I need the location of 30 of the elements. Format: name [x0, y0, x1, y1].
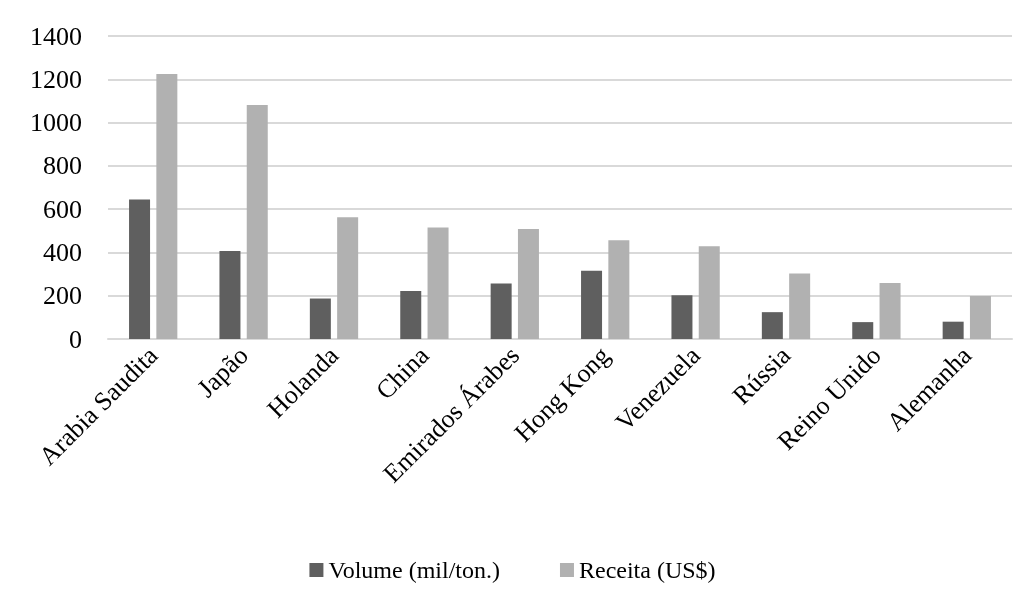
y-tick-label: 1400 — [30, 21, 82, 51]
bar — [879, 282, 901, 339]
bar — [337, 217, 359, 339]
bar — [969, 295, 991, 339]
bar — [400, 290, 422, 339]
y-tick-label: 600 — [43, 194, 82, 224]
bar — [608, 240, 630, 339]
bar — [671, 295, 693, 339]
y-tick-label: 200 — [43, 281, 82, 311]
bar — [698, 246, 720, 339]
bar — [309, 298, 331, 339]
legend-label: Receita (US$) — [578, 557, 716, 583]
bar — [219, 250, 241, 339]
legend-label: Volume (mil/ton.) — [328, 557, 500, 583]
bar — [942, 321, 964, 339]
bar — [246, 105, 268, 339]
bar — [490, 283, 512, 339]
bar — [789, 273, 811, 339]
y-tick-label: 1000 — [30, 108, 82, 138]
bar — [129, 199, 151, 339]
y-tick-label: 1200 — [30, 64, 82, 94]
bar — [852, 322, 874, 339]
bar — [581, 270, 603, 339]
y-tick-label: 0 — [69, 324, 82, 354]
bar — [427, 227, 449, 339]
bar — [517, 229, 539, 339]
bar — [156, 73, 178, 339]
y-tick-label: 800 — [43, 151, 82, 181]
bar — [761, 312, 783, 339]
y-tick-label: 400 — [43, 237, 82, 267]
